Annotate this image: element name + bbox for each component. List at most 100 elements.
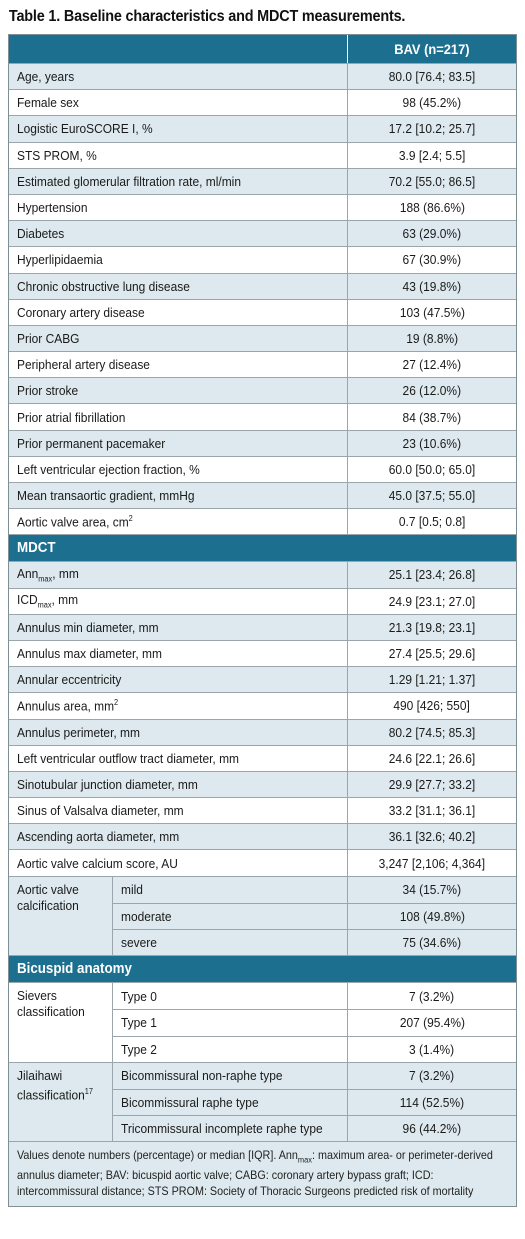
table-row: Left ventricular outflow tract diameter,… [9,744,516,771]
row-value: 27.4 [25.5; 29.6] [388,646,476,662]
row-label: Tricommissural incomplete raphe type [121,1121,323,1137]
row-label: Peripheral artery disease [17,357,150,373]
row-value: 490 [426; 550] [393,698,471,714]
table-row: Annmax, mm 25.1 [23.4; 26.8] [9,561,516,588]
row-value: 108 (49.8%) [399,908,465,924]
row-label: Left ventricular outflow tract diameter,… [17,750,240,766]
row-label: STS PROM, % [17,147,97,163]
table-row: Annulus perimeter, mm 80.2 [74.5; 85.3] [9,718,516,745]
row-value: 75 (34.6%) [402,935,462,951]
row-label: Ascending aorta diameter, mm [17,829,180,845]
table-row: Sinus of Valsalva diameter, mm 33.2 [31.1… [9,797,516,824]
row-value: 24.6 [22.1; 26.6] [388,750,476,766]
row-label: moderate [121,908,172,924]
row-label: Annular eccentricity [17,672,122,688]
table-row: Type 1 207 (95.4%) [113,1009,516,1036]
row-label: Aortic valve calcium score, AU [17,855,178,871]
row-label: ICDmax, mm [17,591,79,610]
row-label: Aortic valve area, cm2 [17,514,133,530]
table-row: Age, years 80.0 [76.4; 83.5] [9,63,516,90]
table-row: Aortic valve area, cm2 0.7 [0.5; 0.8] [9,508,516,535]
table-row: ICDmax, mm 24.9 [23.1; 27.0] [9,587,516,614]
data-table: BAV (n=217) Age, years 80.0 [76.4; 83.5] … [8,34,517,1208]
row-value: 80.2 [74.5; 85.3] [388,724,476,740]
row-value: 96 (44.2%) [402,1121,462,1137]
calcification-group: Aortic valve calcification mild 34 (15.7%… [9,875,516,956]
row-value: 45.0 [37.5; 55.0] [388,488,476,504]
table-row: Prior permanent pacemaker 23 (10.6%) [9,429,516,456]
table-row: STS PROM, % 3.9 [2.4; 5.5] [9,141,516,168]
row-label: Logistic EuroSCORE I, % [17,121,153,137]
row-value: 188 (86.6%) [399,200,465,216]
jilaihawi-group: Jilaihawi classification17 Bicommissural… [9,1061,516,1142]
table-row: Type 2 3 (1.4%) [113,1035,516,1062]
row-label: Prior CABG [17,330,80,346]
row-value: 43 (19.8%) [402,278,462,294]
row-value: 29.9 [27.7; 33.2] [388,776,476,792]
row-label: Annulus area, mm2 [17,698,119,714]
row-value: 70.2 [55.0; 86.5] [388,173,476,189]
row-label: Hyperlipidaemia [17,252,103,268]
row-label: Prior permanent pacemaker [17,435,166,451]
table-row: Mean transaortic gradient, mmHg 45.0 [37.… [9,482,516,509]
row-value: 98 (45.2%) [402,95,462,111]
group-label: Jilaihawi classification17 [9,1062,113,1142]
row-label: Annulus min diameter, mm [17,619,159,635]
row-value: 0.7 [0.5; 0.8] [398,514,466,530]
row-label: Diabetes [17,226,65,242]
table-row: Logistic EuroSCORE I, % 17.2 [10.2; 25.7] [9,115,516,142]
row-value: 34 (15.7%) [402,882,462,898]
table-row: Type 0 7 (3.2%) [113,983,516,1010]
table-row: Hypertension 188 (86.6%) [9,193,516,221]
row-label: mild [121,882,143,898]
table-row: Bicommissural non-raphe type 7 (3.2%) [113,1062,516,1089]
row-label: Left ventricular ejection fraction, % [17,461,200,477]
row-value: 3.9 [2.4; 5.5] [398,147,466,163]
table-row: Prior CABG 19 (8.8%) [9,324,516,352]
table-row: Chronic obstructive lung disease 43 (19.8… [9,272,516,299]
row-label: Female sex [17,95,79,111]
table-row: Annular eccentricity 1.29 [1.21; 1.37] [9,666,516,693]
row-label: Coronary artery disease [17,304,145,320]
row-value: 24.9 [23.1; 27.0] [388,593,476,609]
row-label: Bicommissural non-raphe type [121,1068,283,1084]
table-row: Left ventricular ejection fraction, % 60.… [9,455,516,482]
row-value: 23 (10.6%) [402,435,462,451]
row-value: 7 (3.2%) [409,988,455,1004]
section-header-bicuspid: Bicuspid anatomy [9,955,516,983]
row-value: 60.0 [50.0; 65.0] [388,461,476,477]
row-label: Bicommissural raphe type [121,1095,259,1111]
row-label: Annulus perimeter, mm [17,724,140,740]
table-footnote: Values denote numbers (percentage) or me… [9,1141,516,1207]
row-value: 103 (47.5%) [399,304,465,320]
table-row: Ascending aorta diameter, mm 36.1 [32.6; … [9,823,516,850]
row-value: 67 (30.9%) [402,252,462,268]
row-value: 80.0 [76.4; 83.5] [388,69,476,85]
row-value: 114 (52.5%) [399,1095,465,1111]
table-row: Tricommissural incomplete raphe type 96 (… [113,1115,516,1142]
table-row: Estimated glomerular filtration rate, ml… [9,167,516,194]
row-value: 19 (8.8%) [406,330,458,346]
table-row: Bicommissural raphe type 114 (52.5%) [113,1088,516,1116]
row-value: 21.3 [19.8; 23.1] [388,619,476,635]
row-value: 7 (3.2%) [409,1068,455,1084]
row-value: 84 (38.7%) [402,409,462,425]
group-label: Sievers classification [9,983,113,1062]
table-caption: Table 1. Baseline characteristics and MD… [8,8,406,25]
table-row: Annulus area, mm2 490 [426; 550] [9,692,516,719]
row-value: 36.1 [32.6; 40.2] [388,829,476,845]
table-row: mild 34 (15.7%) [113,876,516,903]
group-label: Aortic valve calcification [9,876,113,956]
table-row: Hyperlipidaemia 67 (30.9%) [9,246,516,273]
table-row: Diabetes 63 (29.0%) [9,220,516,247]
table-row: moderate 108 (49.8%) [113,902,516,929]
row-value: 25.1 [23.4; 26.8] [388,567,476,583]
row-label: Type 1 [121,1015,157,1031]
table-row: Sinotubular junction diameter, mm 29.9 [2… [9,770,516,798]
table-row: severe 75 (34.6%) [113,929,516,956]
header-col-bav: BAV (n=217) [394,41,470,57]
row-label: Prior atrial fibrillation [17,409,126,425]
row-value: 33.2 [31.1; 36.1] [388,803,476,819]
table-row: Female sex 98 (45.2%) [9,89,516,116]
